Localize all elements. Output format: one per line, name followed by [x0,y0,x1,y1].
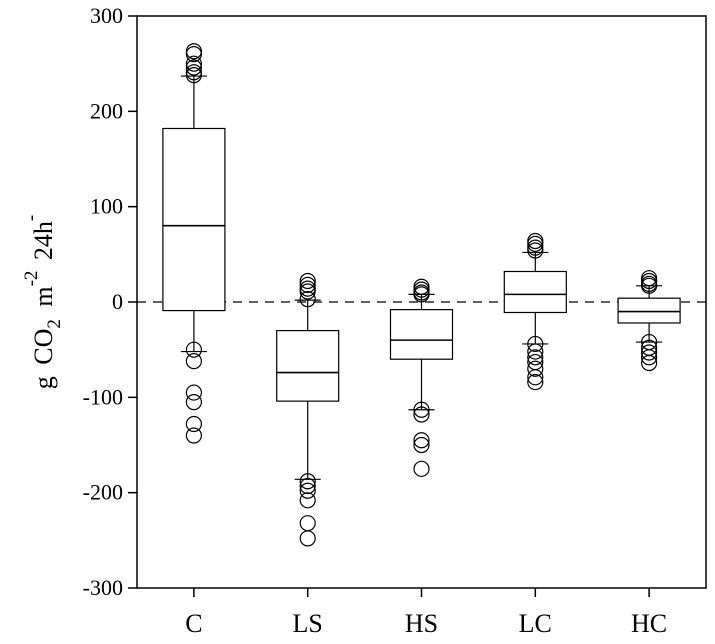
outlier-point [185,55,202,72]
outlier-point [527,349,544,366]
y-tick-label: 200 [90,98,123,123]
iqr-box [617,297,681,324]
ylabel-sub-2: 2 [44,319,65,329]
ylabel-m: m [29,286,58,306]
outlier-point [527,235,544,252]
iqr-box [162,127,226,312]
iqr-box [503,270,567,314]
outlier-point [299,530,316,547]
outlier-point [299,272,316,290]
y-tick-label: -200 [83,480,123,505]
outlier-point [299,492,316,509]
outlier-point [527,232,544,250]
ylabel-g: g [29,376,58,389]
outlier-point [413,432,430,449]
y-tick-label: 300 [90,3,123,28]
outlier-point [185,384,202,401]
box-group-ls [276,272,340,547]
outlier-point [640,354,658,372]
outlier-point [413,401,430,418]
outlier-point [413,286,430,303]
y-axis-label: g CO2 m-2 24h- [14,215,66,390]
outlier-point [185,353,202,370]
y-axis: 300 200 100 0 -100 -200 -300 [83,3,137,600]
y-tick-label: -300 [83,575,123,600]
ylabel-co: CO [29,329,58,365]
outlier-point [527,369,544,386]
y-tick-label: 100 [90,194,123,219]
outlier-point [299,482,316,499]
ylabel-24h: 24h [29,221,58,260]
y-axis-label-text: g CO2 m-2 24h- [14,215,66,390]
ylabel-sup-minus2: -2 [21,271,42,287]
x-tick-label: LC [519,609,552,638]
iqr-box [276,330,340,402]
outlier-point [640,349,658,366]
outlier-point [527,373,544,391]
outlier-point [299,276,316,293]
outlier-point [185,59,202,76]
boxes [162,43,681,547]
outlier-point [413,436,430,454]
x-tick-label: HS [405,609,438,638]
outlier-point [413,406,430,423]
outlier-point [527,360,544,377]
box-group-c [162,43,226,444]
x-axis: C LS HS LC HC [185,588,667,638]
y-tick-label: -100 [83,384,123,409]
outlier-point [185,46,202,63]
outlier-point [527,343,544,360]
outlier-point [413,460,430,477]
outlier-point [640,344,658,361]
outlier-point [299,283,316,300]
outlier-point [527,335,544,353]
outlier-point [299,473,316,490]
outlier-point [185,67,202,84]
outlier-point [527,242,544,259]
x-tick-label: LS [293,609,323,638]
outlier-point [185,427,202,444]
ylabel-sup-minus: - [21,215,42,221]
box-group-lc [503,232,567,391]
y-tick-label: 0 [112,289,123,314]
outlier-point [299,291,316,308]
outlier-point [185,341,202,358]
outlier-point [299,515,316,532]
iqr-box [389,309,454,360]
box-group-hc [617,270,681,372]
box-group-hs [389,278,454,477]
outlier-point [299,477,316,495]
outlier-point [185,415,202,433]
x-tick-label: HC [631,609,667,638]
outlier-point [185,394,202,411]
outlier-point [640,277,658,294]
x-tick-label: C [185,609,202,638]
